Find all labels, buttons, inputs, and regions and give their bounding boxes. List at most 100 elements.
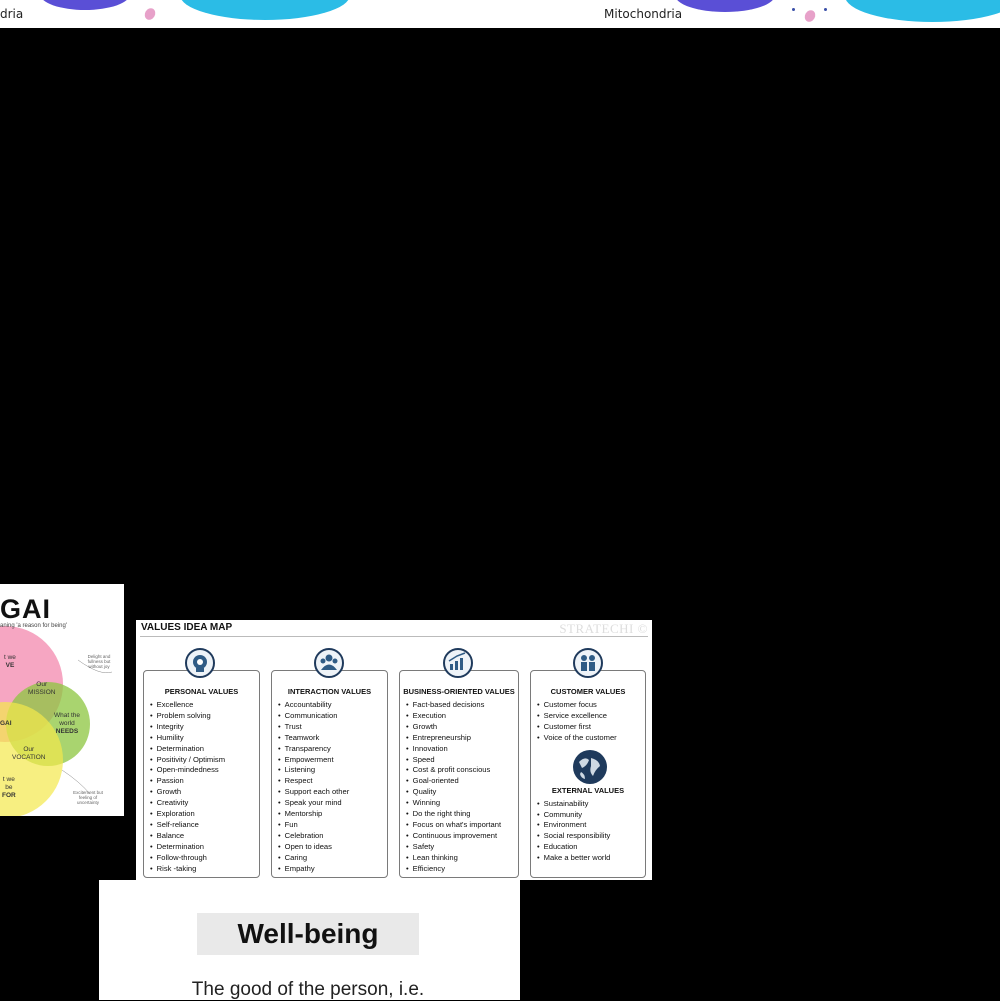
list-item: Safety: [406, 842, 518, 853]
strip-label-mitochondria: Mitochondria: [604, 7, 683, 21]
list-item: Cost & profit conscious: [406, 765, 518, 776]
list-item: Teamwork: [278, 733, 387, 744]
ikigai-title: GAI: [0, 594, 52, 624]
love-label: t we VE: [4, 654, 16, 669]
wellbeing-title-box: Well-being: [197, 913, 419, 955]
list-item: Service excellence: [537, 711, 645, 722]
people-group-icon: [314, 648, 344, 678]
list-item: Social responsibility: [537, 831, 645, 842]
value-list: Customer focus Service excellence Custom…: [537, 700, 645, 744]
list-item: Determination: [150, 842, 259, 853]
list-item: Integrity: [150, 722, 259, 733]
value-list: Sustainability Community Environment Soc…: [537, 799, 645, 864]
list-item: Transparency: [278, 744, 387, 755]
list-item: Fact-based decisions: [406, 700, 518, 711]
card-title: BUSINESS-ORIENTED VALUES: [403, 687, 515, 696]
list-item: Empowerment: [278, 755, 387, 766]
wellbeing-title: Well-being: [237, 918, 379, 949]
list-item: Celebration: [278, 831, 387, 842]
value-list: Accountability Communication Trust Teamw…: [278, 700, 387, 875]
list-item: Community: [537, 810, 645, 821]
strip-label-left: dria: [0, 7, 24, 21]
list-item: Exploration: [150, 809, 259, 820]
cell-speck: [792, 8, 795, 11]
card-subtitle-external: EXTERNAL VALUES: [551, 785, 625, 795]
customers-icon: [573, 648, 603, 678]
values-idea-map: VALUES IDEA MAP STRATECHI © PERSONAL VAL…: [136, 620, 652, 880]
card-title: PERSONAL VALUES: [164, 687, 239, 696]
list-item: Education: [537, 842, 645, 853]
list-item: Accountability: [278, 700, 387, 711]
list-item: Speak your mind: [278, 798, 387, 809]
card-title: INTERACTION VALUES: [287, 687, 372, 696]
list-item: Environment: [537, 820, 645, 831]
list-item: Goal-oriented: [406, 776, 518, 787]
list-item: Positivity / Optimism: [150, 755, 259, 766]
list-item: Fun: [278, 820, 387, 831]
list-item: Continuous improvement: [406, 831, 518, 842]
list-item: Risk -taking: [150, 864, 259, 875]
list-item: Problem solving: [150, 711, 259, 722]
list-item: Determination: [150, 744, 259, 755]
slide-border-line: [96, 880, 99, 1000]
list-item: Voice of the customer: [537, 733, 645, 744]
list-item: Efficiency: [406, 864, 518, 875]
paid-for-label: t we be FOR: [2, 776, 16, 799]
card-personal-values: PERSONAL VALUES Excellence Problem solvi…: [143, 670, 260, 878]
list-item: Mentorship: [278, 809, 387, 820]
list-item: Excellence: [150, 700, 259, 711]
stratechi-watermark: STRATECHI ©: [559, 621, 648, 636]
growth-chart-icon: [443, 648, 473, 678]
list-item: Empathy: [278, 864, 387, 875]
list-item: Self-reliance: [150, 820, 259, 831]
list-item: Quality: [406, 787, 518, 798]
card-business-values: BUSINESS-ORIENTED VALUES Fact-based deci…: [399, 670, 519, 878]
heading-divider: [140, 636, 648, 637]
brain-gears-icon: [185, 648, 215, 678]
ikigai-center-label: GAI: [0, 720, 12, 727]
list-item: Trust: [278, 722, 387, 733]
list-item: Open-mindedness: [150, 765, 259, 776]
cell-shape-purple-2: [675, 0, 775, 12]
list-item: Entrepreneurship: [406, 733, 518, 744]
top-image-strip: dria Mitochondria: [0, 0, 1000, 28]
list-item: Listening: [278, 765, 387, 776]
list-item: Focus on what's important: [406, 820, 518, 831]
needs-label: What the world NEEDS: [53, 712, 80, 735]
list-item: Growth: [150, 787, 259, 798]
cell-shape-purple: [40, 0, 130, 10]
list-item: Lean thinking: [406, 853, 518, 864]
ikigai-subtitle: aning 'a reason for being': [0, 623, 68, 629]
list-item: Winning: [406, 798, 518, 809]
list-item: Communication: [278, 711, 387, 722]
cell-shape-dot: [142, 6, 158, 22]
list-item: Do the right thing: [406, 809, 518, 820]
vocation-label: Our VOCATION: [12, 746, 46, 761]
list-item: Customer focus: [537, 700, 645, 711]
cell-shape-blue-2: [845, 0, 1000, 22]
card-title: CUSTOMER VALUES: [550, 687, 626, 696]
list-item: Execution: [406, 711, 518, 722]
wellbeing-body-text: The good of the person, i.e.: [191, 979, 425, 1000]
list-item: Balance: [150, 831, 259, 842]
values-map-heading: VALUES IDEA MAP: [141, 622, 233, 633]
value-list: Fact-based decisions Execution Growth En…: [406, 700, 518, 875]
card-interaction-values: INTERACTION VALUES Accountability Commun…: [271, 670, 388, 878]
list-item: Growth: [406, 722, 518, 733]
globe-icon: [573, 750, 607, 784]
wellbeing-slide-fragment: Well-being The good of the person, i.e.: [96, 880, 520, 1000]
note-bottom-right: Excitement but feeling of uncertainty: [73, 790, 103, 805]
cell-shape-dot-2: [802, 8, 818, 24]
list-item: Open to ideas: [278, 842, 387, 853]
list-item: Support each other: [278, 787, 387, 798]
list-item: Creativity: [150, 798, 259, 809]
list-item: Humility: [150, 733, 259, 744]
venn-circles: [0, 626, 113, 816]
cell-speck: [824, 8, 827, 11]
list-item: Customer first: [537, 722, 645, 733]
list-item: Follow-through: [150, 853, 259, 864]
list-item: Respect: [278, 776, 387, 787]
note-top-right: Delight and fullness but without joy: [87, 654, 111, 669]
value-list: Excellence Problem solving Integrity Hum…: [150, 700, 259, 875]
list-item: Make a better world: [537, 853, 645, 864]
